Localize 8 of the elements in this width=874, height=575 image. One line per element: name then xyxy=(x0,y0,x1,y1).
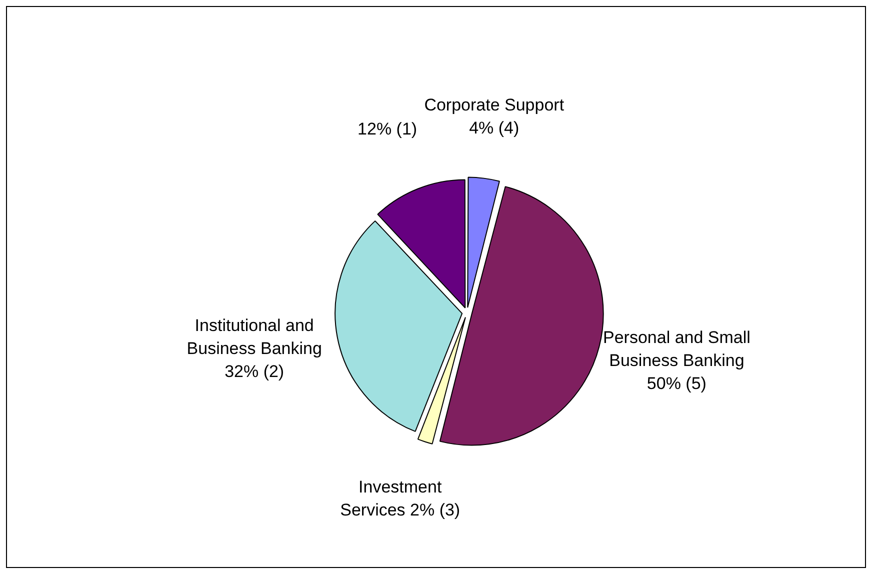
data-label: 50% (5) xyxy=(646,374,706,394)
data-label: 32% (2) xyxy=(224,362,284,382)
slice-label: Personal and Small Business Banking xyxy=(602,328,750,370)
slice-label: Investment Services 2% (3) xyxy=(340,478,460,520)
data-label: 4% (4) xyxy=(469,118,520,138)
data-label: 12% (1) xyxy=(358,119,418,138)
slice-label: Corporate Support xyxy=(424,96,564,115)
slice-label: Institutional and Business Banking xyxy=(186,316,322,358)
